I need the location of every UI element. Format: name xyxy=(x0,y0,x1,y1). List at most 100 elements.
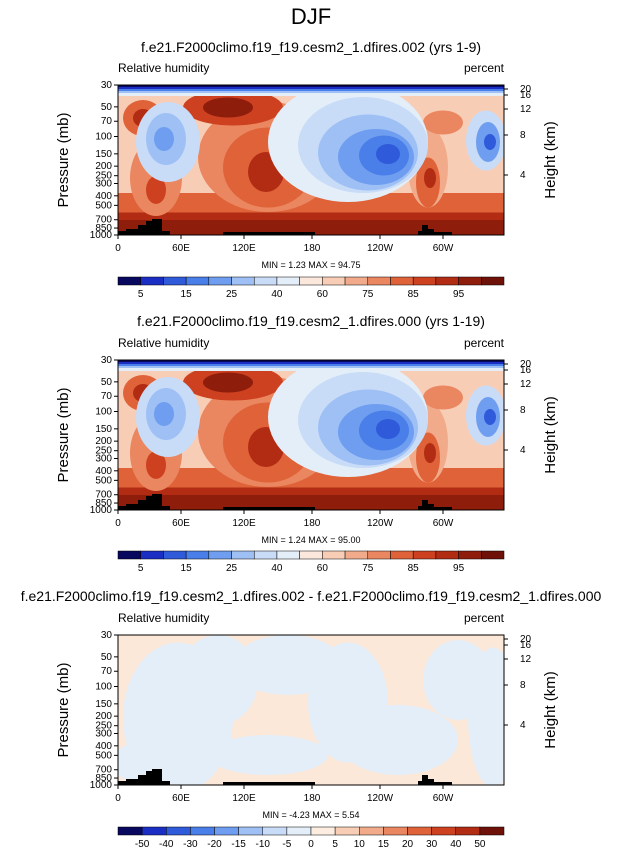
panel-2-left-label: Relative humidity xyxy=(118,336,209,350)
colorbar-swatch xyxy=(299,550,323,560)
colorbar-label: -10 xyxy=(256,839,271,850)
panel-3-ylabel: Pressure (mb) xyxy=(55,662,72,757)
colorbar-label: 60 xyxy=(317,289,329,300)
y2-tick-label: 20 xyxy=(520,359,532,370)
panel-2-title: f.e21.F2000climo.f19_f19.cesm2_1.dfires.… xyxy=(137,313,485,329)
y2-tick-label: 8 xyxy=(520,680,526,691)
y-tick-label: 100 xyxy=(95,682,112,693)
y-tick-label: 100 xyxy=(95,132,112,143)
colorbar-label: 0 xyxy=(308,839,314,850)
x-tick-label: 120E xyxy=(232,793,256,804)
y2-tick-label: 4 xyxy=(520,445,526,456)
panel-3-colorbar: -50 -40 -30 -20 -15 -10 -5 0 5 10 15 20 30 40 50 xyxy=(117,826,505,850)
colorbar-label: 95 xyxy=(453,563,465,574)
colorbar-swatch xyxy=(276,550,300,560)
x-tick-label: 180 xyxy=(304,243,321,254)
colorbar-swatch xyxy=(117,276,141,286)
x-tick-label: 120W xyxy=(367,518,394,529)
colorbar-label: 5 xyxy=(332,839,338,850)
y-tick-label: 100 xyxy=(95,407,112,418)
y-tick-label: 850 xyxy=(95,223,112,234)
x-tick-label: 60W xyxy=(433,793,454,804)
colorbar-swatch xyxy=(481,276,505,286)
colorbar-label: -15 xyxy=(231,839,246,850)
y-tick-label: 70 xyxy=(101,666,113,677)
colorbar-swatch xyxy=(185,550,210,560)
x-tick-label: 180 xyxy=(304,793,321,804)
y2-tick-label: 4 xyxy=(520,170,526,181)
colorbar-label: 60 xyxy=(317,563,329,574)
colorbar-swatch xyxy=(214,826,239,836)
panel-1-left-label: Relative humidity xyxy=(118,61,209,75)
panel-3-left-label: Relative humidity xyxy=(118,611,209,625)
colorbar-swatch xyxy=(458,276,482,286)
y-tick-label: 300 xyxy=(95,178,112,189)
colorbar-swatch xyxy=(383,826,408,836)
x-tick-label: 60E xyxy=(172,518,190,529)
colorbar-label: 25 xyxy=(226,289,238,300)
panel-2-minmax: MIN = 1.24 MAX = 95.00 xyxy=(261,535,360,545)
x-tick-label: 60E xyxy=(172,793,190,804)
panel-2-right-label: percent xyxy=(464,336,505,350)
panel-2-contour-field xyxy=(118,360,504,510)
y2-tick-label: 4 xyxy=(520,720,526,731)
colorbar-label: 95 xyxy=(453,289,465,300)
x-tick-label: 120W xyxy=(367,793,394,804)
y2-tick-label: 8 xyxy=(520,405,526,416)
colorbar-label: 75 xyxy=(362,563,374,574)
colorbar-swatch xyxy=(299,276,323,286)
y2-tick-label: 16 xyxy=(520,365,532,376)
colorbar-swatch xyxy=(231,550,255,560)
colorbar-label: 85 xyxy=(408,289,420,300)
y-tick-label: 500 xyxy=(95,200,112,211)
x-tick-label: 120E xyxy=(232,518,256,529)
colorbar-label: -5 xyxy=(282,839,291,850)
colorbar-label: 25 xyxy=(226,563,238,574)
colorbar-swatch xyxy=(435,276,459,286)
colorbar-label: -50 xyxy=(135,839,150,850)
colorbar-swatch xyxy=(390,550,414,560)
y-tick-label: 700 xyxy=(95,490,112,501)
y-tick-label: 700 xyxy=(95,765,112,776)
panel-3: f.e21.F2000climo.f19_f19.cesm2_1.dfires.… xyxy=(21,588,602,850)
y-tick-label: 150 xyxy=(95,699,112,710)
y-tick-label: 1000 xyxy=(90,505,113,516)
x-tick-label: 60E xyxy=(172,243,190,254)
x-tick-label: 60W xyxy=(433,518,454,529)
x-tick-label: 120E xyxy=(232,243,256,254)
y2-tick-label: 12 xyxy=(520,654,532,665)
panel-1-colorbar: 5 15 25 40 60 75 85 95 xyxy=(117,276,505,300)
colorbar-swatch xyxy=(407,826,432,836)
x-tick-label: 0 xyxy=(115,793,121,804)
colorbar-swatch xyxy=(322,550,346,560)
colorbar-swatch xyxy=(390,276,414,286)
colorbar-label: -40 xyxy=(159,839,174,850)
colorbar-label: 10 xyxy=(354,839,366,850)
y-tick-label: 200 xyxy=(95,711,112,722)
colorbar-swatch xyxy=(163,550,187,560)
y-tick-label: 250 xyxy=(95,721,112,732)
colorbar-swatch xyxy=(276,276,300,286)
y-tick-label: 50 xyxy=(101,102,113,113)
y-tick-label: 50 xyxy=(101,377,113,388)
y-tick-label: 850 xyxy=(95,498,112,509)
y-tick-label: 500 xyxy=(95,475,112,486)
y2-tick-label: 12 xyxy=(520,104,532,115)
y-tick-label: 70 xyxy=(101,116,113,127)
colorbar-swatch xyxy=(117,550,141,560)
panel-3-title: f.e21.F2000climo.f19_f19.cesm2_1.dfires.… xyxy=(21,588,602,604)
y-tick-label: 30 xyxy=(101,355,113,366)
panel-2-axes: 3050701001502002503004005007008501000201… xyxy=(90,355,532,529)
colorbar-label: 15 xyxy=(181,563,193,574)
y-tick-label: 150 xyxy=(95,149,112,160)
colorbar-swatch xyxy=(481,550,505,560)
y2-tick-label: 20 xyxy=(520,84,532,95)
panel-3-right-label: percent xyxy=(464,611,505,625)
x-tick-label: 180 xyxy=(304,518,321,529)
colorbar-swatch xyxy=(367,276,391,286)
y-tick-label: 30 xyxy=(101,80,113,91)
panel-3-axes: 3050701001502002503004005007008501000201… xyxy=(90,630,532,804)
panel-1-ylabel: Pressure (mb) xyxy=(55,112,72,207)
y2-tick-label: 20 xyxy=(520,634,532,645)
